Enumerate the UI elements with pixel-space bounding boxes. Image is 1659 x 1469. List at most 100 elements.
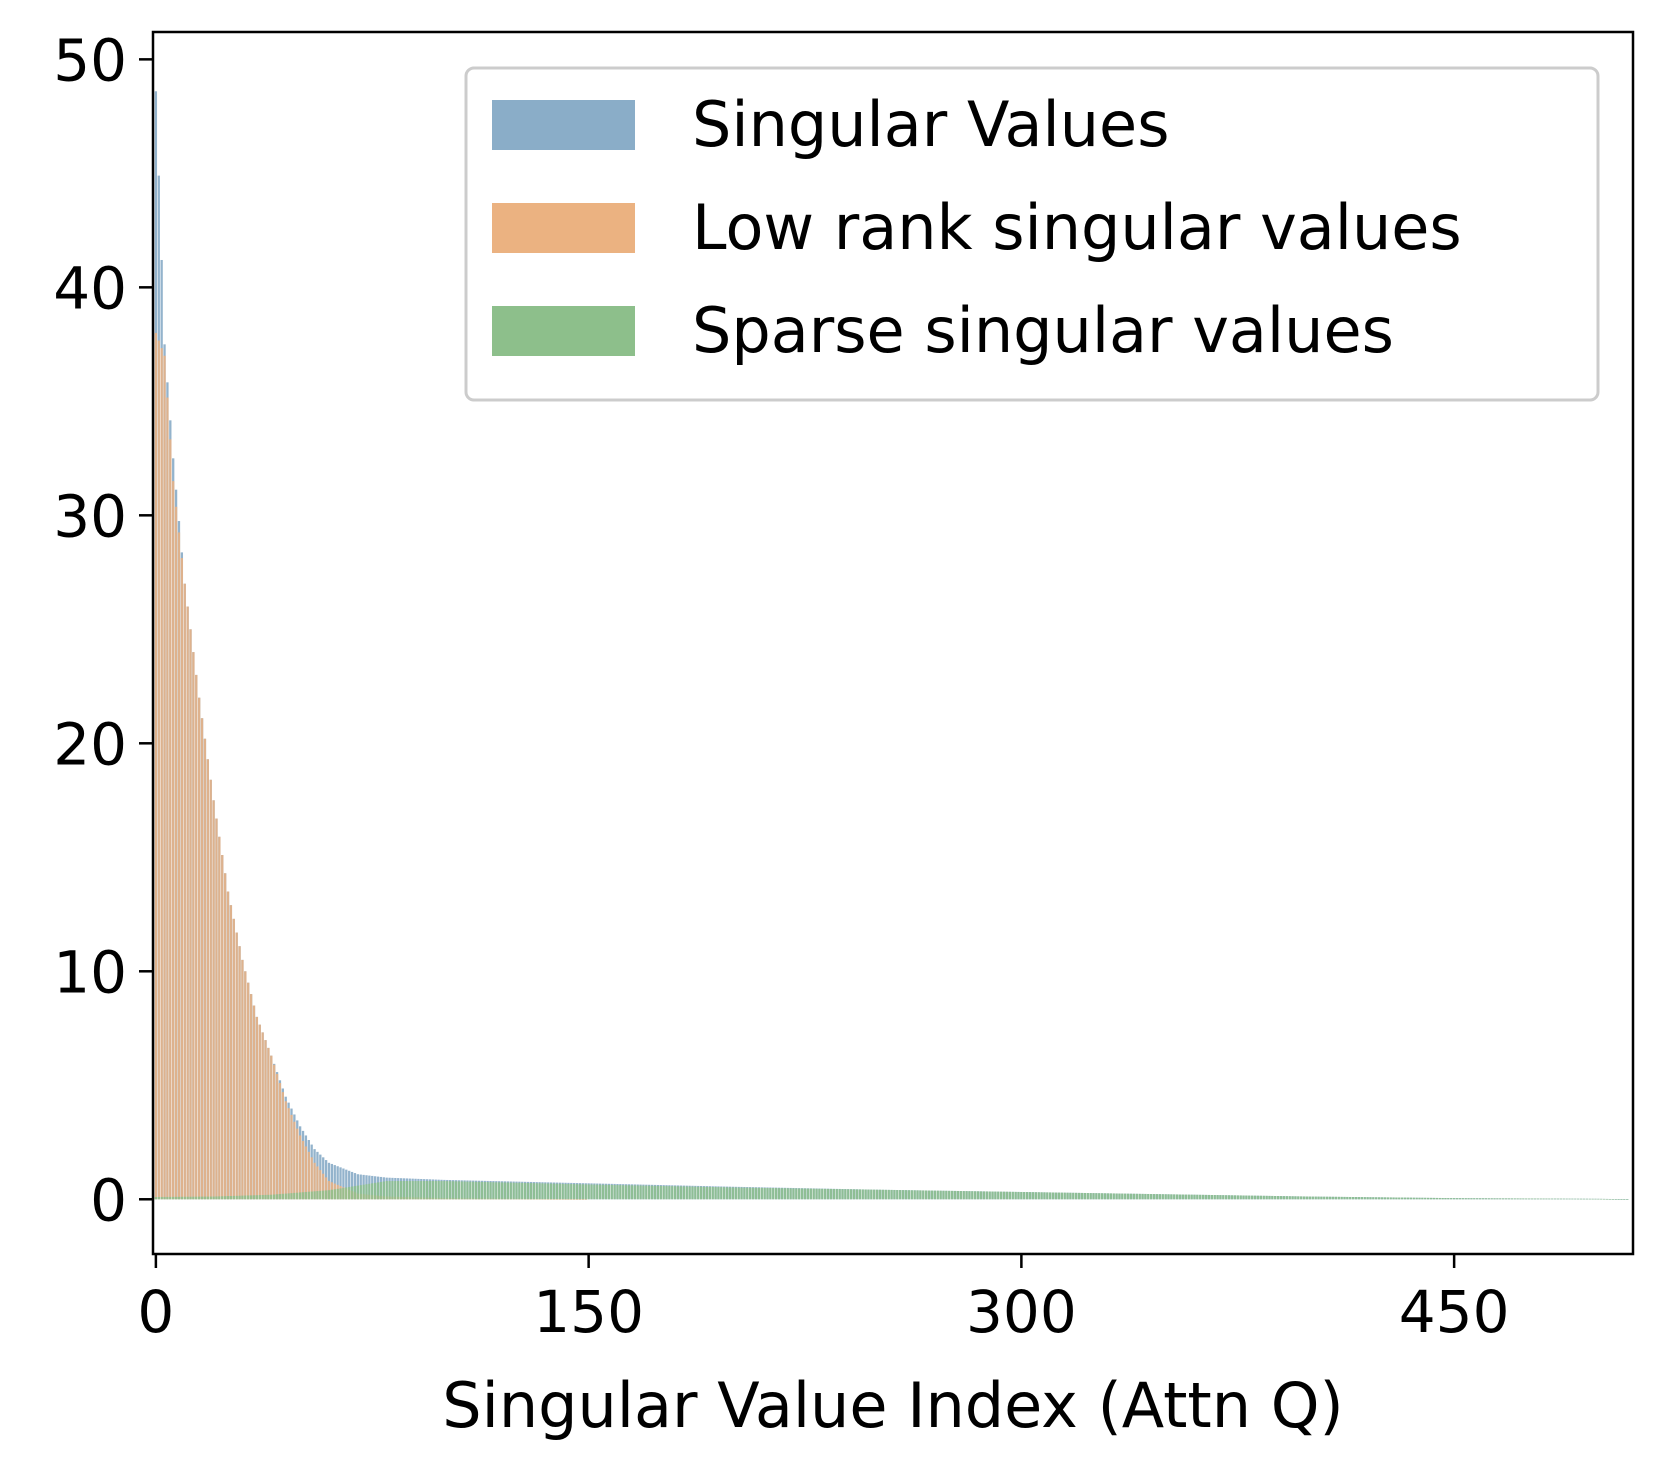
bar xyxy=(746,1187,749,1200)
bar xyxy=(339,1167,342,1200)
bar xyxy=(648,1185,651,1200)
bar xyxy=(702,1186,706,1200)
bar xyxy=(1291,1196,1294,1200)
bar xyxy=(472,1181,475,1200)
bar xyxy=(443,1181,446,1200)
bar xyxy=(743,1187,746,1200)
bar xyxy=(1328,1196,1332,1200)
bar xyxy=(206,1196,209,1200)
bar xyxy=(1080,1192,1084,1200)
bar xyxy=(203,1196,207,1200)
bar xyxy=(676,1186,680,1200)
bar xyxy=(887,1189,890,1200)
bar xyxy=(1210,1195,1213,1200)
bar xyxy=(1262,1195,1265,1200)
bar xyxy=(685,1186,688,1200)
bar xyxy=(1101,1193,1104,1200)
bar xyxy=(979,1191,983,1200)
bar xyxy=(241,1195,244,1200)
bar xyxy=(982,1191,986,1200)
bar xyxy=(1548,1198,1551,1200)
bar xyxy=(570,1199,573,1200)
bar xyxy=(1106,1193,1110,1200)
bar xyxy=(818,1188,821,1200)
bar xyxy=(1435,1197,1438,1200)
bar xyxy=(1493,1198,1496,1200)
bar xyxy=(578,1184,582,1200)
bar xyxy=(1155,1194,1159,1200)
bar xyxy=(1323,1196,1326,1200)
bar xyxy=(1481,1198,1485,1200)
bar xyxy=(616,1185,619,1200)
bar xyxy=(223,1196,227,1200)
bar xyxy=(215,818,218,1200)
bar xyxy=(610,1184,613,1200)
bar xyxy=(884,1189,887,1200)
bar xyxy=(500,1182,504,1200)
bar xyxy=(538,1183,541,1200)
bar xyxy=(552,1199,556,1200)
bar xyxy=(310,1191,313,1200)
bar xyxy=(1176,1194,1179,1200)
y-tick-label: 0 xyxy=(90,1166,127,1234)
bar xyxy=(163,1196,166,1200)
bar xyxy=(529,1183,533,1200)
bar xyxy=(1305,1196,1309,1200)
bar xyxy=(247,982,250,1200)
bar xyxy=(1571,1198,1574,1200)
bars-layer xyxy=(154,91,1629,1200)
bar xyxy=(639,1185,642,1200)
bar xyxy=(1461,1198,1464,1200)
bar xyxy=(261,1032,264,1200)
bar xyxy=(1282,1196,1286,1200)
bar xyxy=(1017,1191,1020,1200)
bar xyxy=(1421,1197,1424,1200)
y-tick-label: 50 xyxy=(53,26,127,94)
bar xyxy=(861,1189,864,1200)
bar xyxy=(1559,1198,1563,1200)
bar xyxy=(642,1185,645,1200)
bar xyxy=(1450,1198,1453,1200)
bar xyxy=(252,1005,256,1200)
bar xyxy=(798,1188,801,1200)
bar xyxy=(1279,1196,1283,1200)
bar xyxy=(183,1196,186,1200)
bar xyxy=(215,1196,218,1200)
bar xyxy=(1236,1195,1239,1200)
bar xyxy=(965,1191,968,1200)
bar xyxy=(172,481,175,1200)
bar xyxy=(1271,1195,1274,1200)
bar xyxy=(336,1166,339,1200)
bar xyxy=(163,355,166,1200)
bar xyxy=(596,1184,599,1200)
bar xyxy=(1216,1195,1219,1200)
bar xyxy=(278,1194,282,1200)
bar xyxy=(1377,1197,1381,1200)
bar xyxy=(1562,1198,1565,1200)
bar xyxy=(855,1189,859,1200)
bar xyxy=(541,1183,544,1200)
bar xyxy=(1204,1194,1208,1200)
bar xyxy=(812,1188,815,1200)
bar xyxy=(590,1184,593,1200)
bar xyxy=(180,1196,184,1200)
bar xyxy=(786,1188,789,1200)
bar xyxy=(1124,1193,1127,1200)
bar xyxy=(1418,1197,1421,1200)
bar xyxy=(607,1184,610,1200)
bar xyxy=(252,1195,256,1200)
bar xyxy=(1504,1198,1508,1200)
bar xyxy=(1614,1199,1617,1200)
bar xyxy=(1069,1192,1072,1200)
bar xyxy=(1092,1193,1095,1200)
bar xyxy=(1444,1198,1447,1200)
bar xyxy=(362,1184,365,1200)
bar xyxy=(180,558,184,1200)
bar xyxy=(619,1185,622,1200)
bar xyxy=(1190,1194,1193,1200)
bar xyxy=(705,1186,709,1200)
bar xyxy=(1467,1198,1470,1200)
bar xyxy=(1294,1196,1297,1200)
bar xyxy=(1098,1193,1101,1200)
bar xyxy=(1360,1197,1363,1200)
